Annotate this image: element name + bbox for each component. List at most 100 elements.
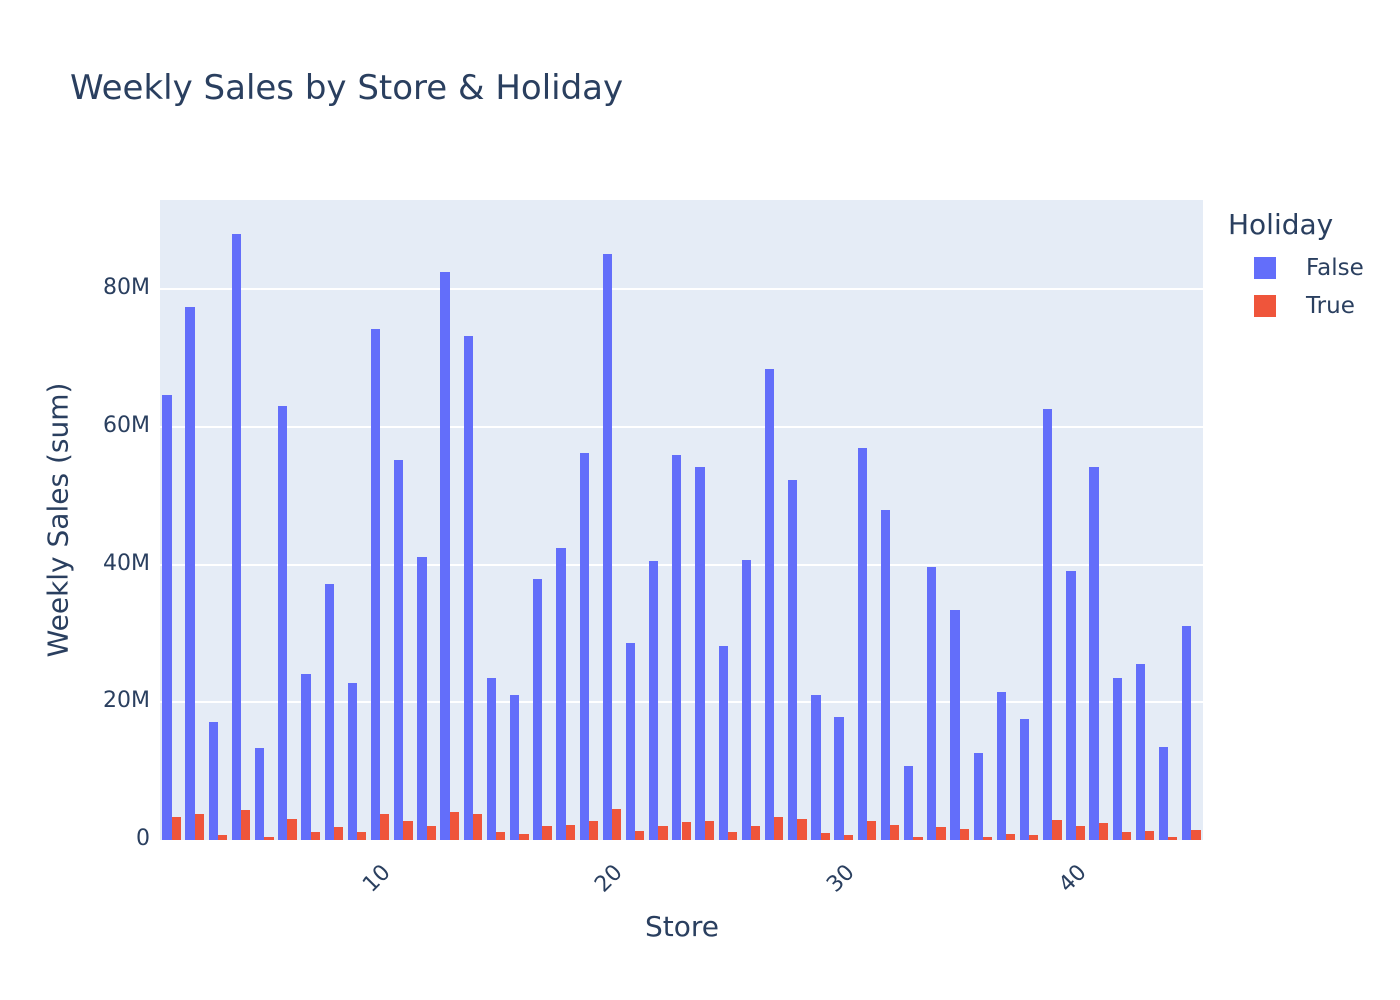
bar-false-store-5[interactable] bbox=[255, 747, 265, 840]
gridline bbox=[160, 426, 1203, 429]
bar-false-store-41[interactable] bbox=[1089, 467, 1099, 840]
bar-true-store-3[interactable] bbox=[217, 834, 228, 840]
bar-true-store-31[interactable] bbox=[866, 820, 877, 840]
bar-false-store-6[interactable] bbox=[278, 406, 288, 840]
bar-true-store-41[interactable] bbox=[1098, 822, 1108, 840]
bar-true-store-33[interactable] bbox=[913, 837, 923, 840]
bar-false-store-13[interactable] bbox=[440, 272, 450, 840]
bar-true-store-44[interactable] bbox=[1168, 836, 1178, 840]
bar-true-store-37[interactable] bbox=[1005, 833, 1016, 840]
bar-true-store-24[interactable] bbox=[704, 821, 714, 840]
bar-false-store-27[interactable] bbox=[764, 369, 775, 840]
bar-true-store-21[interactable] bbox=[635, 831, 645, 840]
bar-false-store-45[interactable] bbox=[1182, 625, 1192, 840]
legend: Holiday False True bbox=[1228, 208, 1364, 325]
bar-true-store-40[interactable] bbox=[1075, 826, 1085, 840]
bar-false-store-43[interactable] bbox=[1135, 663, 1146, 840]
plot-area[interactable] bbox=[160, 200, 1203, 840]
bar-false-store-7[interactable] bbox=[301, 674, 311, 840]
bar-false-store-26[interactable] bbox=[741, 559, 752, 840]
bar-true-store-28[interactable] bbox=[797, 819, 807, 840]
bar-false-store-25[interactable] bbox=[718, 645, 728, 840]
bar-true-store-9[interactable] bbox=[357, 832, 367, 840]
bar-true-store-12[interactable] bbox=[426, 826, 436, 840]
bar-true-store-8[interactable] bbox=[333, 826, 344, 840]
bar-true-store-34[interactable] bbox=[936, 826, 946, 840]
bar-true-store-11[interactable] bbox=[403, 821, 413, 840]
bar-true-store-32[interactable] bbox=[890, 824, 900, 840]
bar-false-store-23[interactable] bbox=[672, 455, 682, 840]
bar-false-store-35[interactable] bbox=[950, 610, 960, 840]
bar-false-store-29[interactable] bbox=[811, 694, 821, 840]
bar-true-store-18[interactable] bbox=[565, 824, 575, 840]
bar-true-store-19[interactable] bbox=[588, 820, 599, 840]
bar-false-store-39[interactable] bbox=[1043, 408, 1053, 840]
bar-true-store-35[interactable] bbox=[959, 829, 969, 840]
bar-false-store-21[interactable] bbox=[625, 642, 636, 840]
bar-false-store-32[interactable] bbox=[880, 510, 891, 840]
bar-false-store-9[interactable] bbox=[347, 683, 357, 840]
bar-false-store-19[interactable] bbox=[579, 453, 589, 840]
x-tick-label: 20 bbox=[590, 860, 628, 898]
bar-false-store-22[interactable] bbox=[649, 561, 659, 840]
bar-true-store-25[interactable] bbox=[727, 831, 738, 840]
bar-true-store-16[interactable] bbox=[519, 833, 529, 840]
bar-true-store-20[interactable] bbox=[611, 809, 622, 840]
bar-true-store-5[interactable] bbox=[264, 836, 274, 840]
bar-false-store-18[interactable] bbox=[556, 547, 566, 840]
bar-true-store-45[interactable] bbox=[1191, 829, 1201, 840]
bar-false-store-1[interactable] bbox=[162, 395, 172, 840]
bar-false-store-11[interactable] bbox=[394, 460, 404, 840]
chart-title: Weekly Sales by Store & Holiday bbox=[70, 68, 624, 108]
bar-false-store-42[interactable] bbox=[1112, 678, 1122, 840]
legend-item-false[interactable]: False bbox=[1228, 249, 1364, 287]
legend-swatch-true bbox=[1254, 295, 1276, 317]
bar-true-store-29[interactable] bbox=[820, 833, 830, 840]
bar-false-store-28[interactable] bbox=[788, 480, 798, 840]
bar-false-store-44[interactable] bbox=[1158, 747, 1169, 840]
legend-item-true[interactable]: True bbox=[1228, 287, 1364, 325]
bar-false-store-16[interactable] bbox=[509, 694, 520, 840]
bar-false-store-40[interactable] bbox=[1066, 570, 1076, 840]
bar-false-store-37[interactable] bbox=[996, 692, 1006, 840]
bar-true-store-38[interactable] bbox=[1029, 834, 1039, 840]
bar-false-store-20[interactable] bbox=[602, 253, 612, 840]
bar-true-store-27[interactable] bbox=[774, 816, 784, 840]
bar-false-store-17[interactable] bbox=[533, 578, 543, 840]
bar-false-store-33[interactable] bbox=[904, 766, 914, 840]
bar-false-store-12[interactable] bbox=[417, 557, 427, 840]
legend-label-false: False bbox=[1306, 255, 1364, 281]
bar-false-store-4[interactable] bbox=[231, 233, 242, 840]
bar-true-store-17[interactable] bbox=[542, 826, 552, 840]
bar-false-store-8[interactable] bbox=[324, 584, 334, 840]
bar-false-store-34[interactable] bbox=[927, 567, 937, 840]
bar-true-store-36[interactable] bbox=[982, 836, 993, 840]
bar-true-store-6[interactable] bbox=[287, 818, 297, 840]
bar-false-store-38[interactable] bbox=[1019, 718, 1030, 840]
bar-true-store-2[interactable] bbox=[194, 813, 205, 840]
bar-true-store-15[interactable] bbox=[496, 832, 506, 840]
gridline bbox=[160, 701, 1203, 704]
bar-true-store-13[interactable] bbox=[449, 811, 459, 840]
bar-true-store-23[interactable] bbox=[681, 822, 691, 840]
bar-true-store-14[interactable] bbox=[472, 813, 483, 840]
bar-true-store-7[interactable] bbox=[310, 832, 320, 840]
bar-false-store-3[interactable] bbox=[208, 722, 218, 840]
bar-true-store-39[interactable] bbox=[1052, 820, 1062, 840]
bar-false-store-14[interactable] bbox=[463, 335, 473, 840]
bar-true-store-1[interactable] bbox=[171, 817, 181, 840]
bar-false-store-24[interactable] bbox=[695, 467, 705, 840]
bar-true-store-22[interactable] bbox=[658, 826, 668, 840]
bar-true-store-4[interactable] bbox=[241, 810, 251, 840]
bar-false-store-10[interactable] bbox=[370, 329, 381, 840]
bar-true-store-30[interactable] bbox=[843, 834, 853, 840]
bar-false-store-31[interactable] bbox=[857, 448, 867, 840]
bar-true-store-26[interactable] bbox=[751, 826, 761, 840]
bar-false-store-2[interactable] bbox=[185, 307, 195, 840]
bar-false-store-30[interactable] bbox=[834, 716, 844, 840]
bar-false-store-15[interactable] bbox=[486, 678, 497, 840]
bar-false-store-36[interactable] bbox=[973, 753, 983, 840]
bar-true-store-42[interactable] bbox=[1121, 831, 1132, 840]
bar-true-store-43[interactable] bbox=[1145, 831, 1155, 840]
bar-true-store-10[interactable] bbox=[380, 813, 390, 840]
